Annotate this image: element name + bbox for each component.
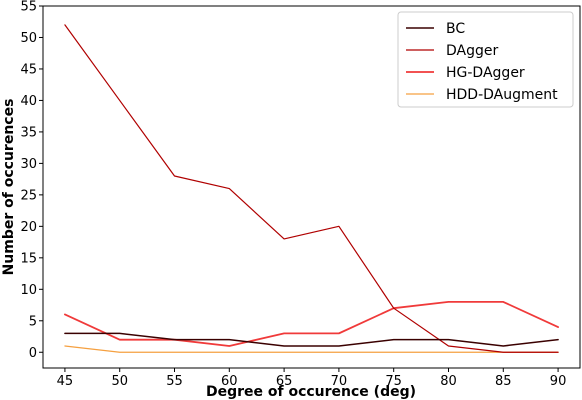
x-tick-label: 90 — [550, 374, 567, 389]
legend-label: HDD-DAugment — [446, 87, 558, 103]
x-tick-label: 65 — [276, 374, 293, 389]
x-axis-title: Degree of occurence (deg) — [206, 384, 416, 400]
y-axis: 0 5 10 15 20 25 30 35 40 45 50 55 — [20, 0, 43, 361]
x-tick-label: 50 — [111, 374, 128, 389]
y-tick-label: 10 — [20, 283, 37, 298]
x-tick-label: 55 — [166, 374, 183, 389]
x-tick-label: 60 — [221, 374, 238, 389]
x-tick-label: 85 — [495, 374, 512, 389]
y-tick-label: 55 — [20, 0, 37, 15]
series-layer — [64, 24, 559, 353]
x-tick-label: 75 — [385, 374, 402, 389]
y-axis-title: Number of occurences — [1, 99, 17, 276]
y-tick-label: 40 — [20, 94, 37, 109]
y-tick-label: 20 — [20, 220, 37, 235]
plot-frame — [42, 5, 581, 369]
series-line-hdd-daugment — [64, 345, 559, 353]
x-tick-label: 45 — [57, 374, 74, 389]
x-tick-label: 80 — [440, 374, 457, 389]
legend-label: BC — [446, 21, 465, 37]
y-tick-label: 5 — [29, 314, 37, 329]
x-tick-label: 70 — [331, 374, 348, 389]
series-line-dagger — [64, 24, 559, 353]
y-tick-label: 35 — [20, 125, 37, 140]
legend: BC DAgger HG-DAgger HDD-DAugment — [397, 11, 574, 108]
x-axis: 45 50 55 60 65 70 75 80 85 90 — [57, 368, 567, 389]
y-tick-label: 45 — [20, 62, 37, 77]
series-line-hg-dagger — [64, 300, 559, 347]
y-tick-label: 30 — [20, 157, 37, 172]
series-line-bc — [64, 332, 559, 347]
y-tick-label: 0 — [29, 346, 37, 361]
legend-label: DAgger — [446, 43, 498, 59]
y-tick-label: 50 — [20, 31, 37, 46]
y-tick-label: 25 — [20, 188, 37, 203]
y-tick-label: 15 — [20, 251, 37, 266]
legend-label: HG-DAgger — [446, 65, 525, 81]
legend-box — [397, 11, 574, 108]
